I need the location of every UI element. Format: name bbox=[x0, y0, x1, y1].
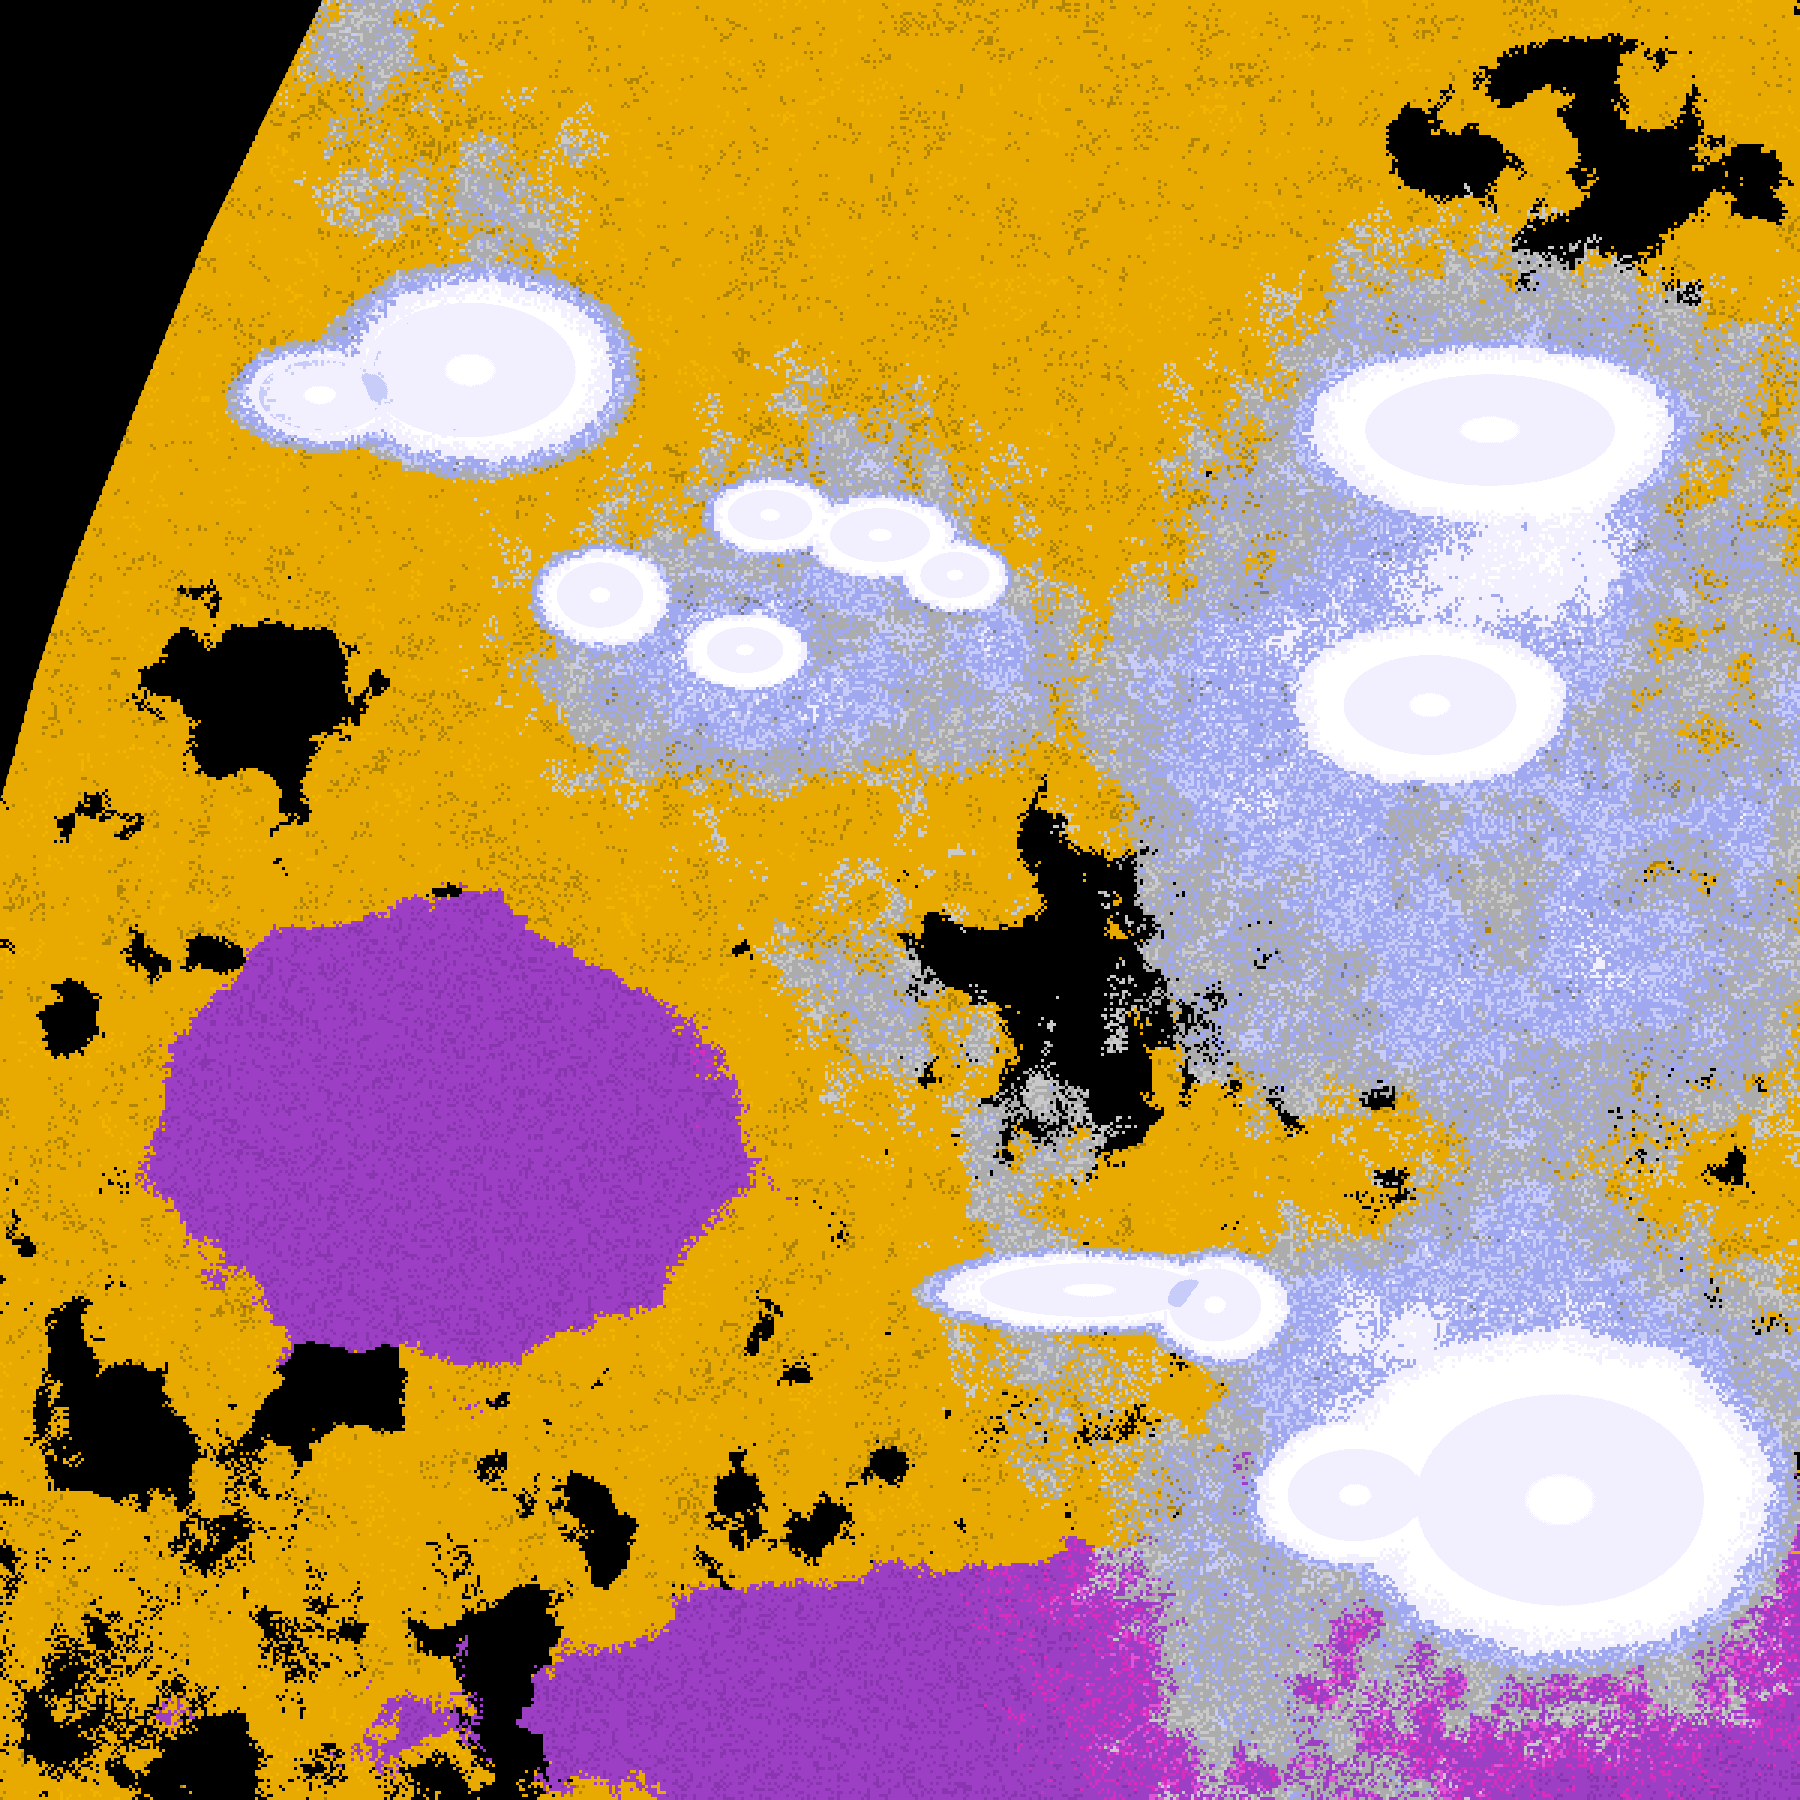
false-color-raster bbox=[0, 0, 1800, 1800]
satellite-scene: Satellite False-Color Composite bbox=[0, 0, 1800, 1800]
